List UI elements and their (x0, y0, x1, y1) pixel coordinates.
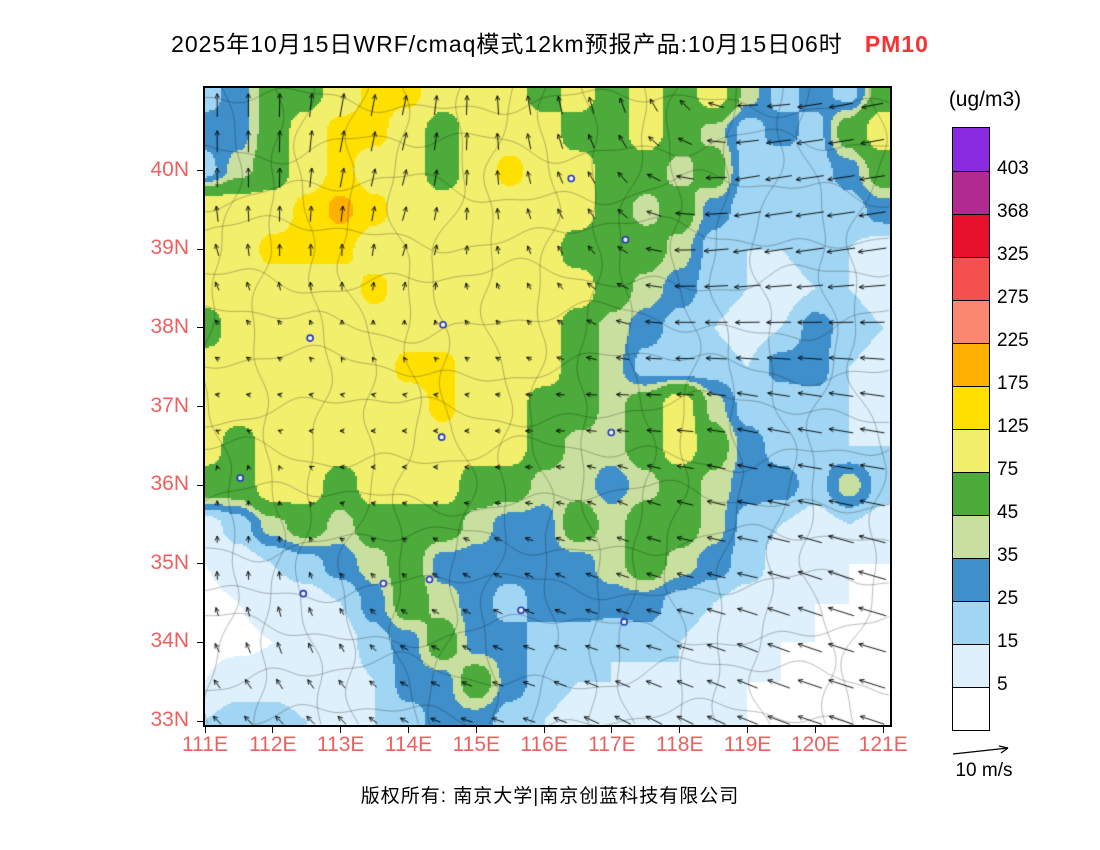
lon-axis-label: 116E (520, 733, 568, 756)
lat-tick (197, 406, 203, 407)
copyright-footer: 版权所有: 南京大学|南京创蓝科技有限公司 (360, 786, 740, 807)
colorbar-label: 15 (997, 631, 1019, 652)
colorbar-segment (953, 558, 989, 601)
lon-tick (204, 727, 206, 733)
lon-tick (611, 727, 613, 733)
colorbar-segment (953, 429, 989, 472)
title-text: 2025年10月15日WRF/cmaq模式12km预报产品:10月15日06时 (171, 31, 843, 57)
lon-tick (882, 727, 884, 733)
lat-axis-label: 34N (150, 629, 189, 653)
lat-axis-label: 38N (150, 314, 189, 338)
colorbar (952, 127, 990, 731)
colorbar-label: 368 (997, 201, 1029, 222)
colorbar-label: 75 (997, 459, 1019, 480)
wind-reference-arrow (952, 745, 1009, 755)
lat-tick (197, 563, 203, 565)
figure-title: 2025年10月15日WRF/cmaq模式12km预报产品:10月15日06时 P… (0, 25, 1100, 59)
lon-axis-label: 121E (858, 733, 908, 756)
lon-tick (340, 727, 342, 733)
lat-tick (197, 170, 203, 172)
lon-axis-label: 120E (790, 733, 840, 756)
lon-axis-label: 112E (249, 733, 297, 756)
lon-axis-label: 119E (723, 733, 772, 756)
lon-axis-label: 115E (452, 733, 501, 756)
map-canvas (205, 88, 890, 725)
lon-tick (679, 727, 681, 733)
colorbar-label: 45 (997, 502, 1019, 523)
lon-axis-label: 114E (384, 733, 433, 756)
colorbar-segment (953, 128, 989, 171)
lat-tick (197, 484, 203, 486)
lon-tick (272, 727, 274, 733)
colorbar-label: 125 (997, 416, 1029, 437)
colorbar-label: 275 (997, 287, 1029, 308)
colorbar-label: 403 (997, 158, 1029, 179)
colorbar-label: 325 (997, 244, 1029, 265)
lat-tick (197, 720, 203, 722)
title-pollutant: PM10 (864, 31, 929, 57)
colorbar-label: 5 (997, 674, 1008, 695)
lat-axis-label: 35N (150, 550, 189, 574)
wind-reference-label: 10 m/s (955, 760, 1013, 781)
lat-axis-label: 39N (150, 236, 189, 260)
lat-axis-label: 33N (150, 708, 189, 732)
colorbar-segment (953, 257, 989, 300)
colorbar-segment (953, 343, 989, 386)
colorbar-segment (953, 214, 989, 257)
colorbar-segment (953, 386, 989, 429)
lat-tick (197, 327, 203, 329)
lon-tick (543, 727, 545, 733)
colorbar-segment (953, 601, 989, 644)
colorbar-segment (953, 300, 989, 343)
colorbar-segment (953, 644, 989, 687)
lat-axis-label: 36N (150, 472, 189, 496)
colorbar-label: 175 (997, 373, 1029, 394)
colorbar-segment (953, 515, 989, 558)
lon-tick (747, 727, 749, 733)
lon-axis-label: 113E (316, 733, 365, 756)
colorbar-label: 225 (997, 330, 1029, 351)
lat-axis-label: 37N (150, 393, 189, 417)
lon-tick (407, 727, 409, 733)
lat-tick (197, 641, 203, 643)
colorbar-segment (953, 472, 989, 515)
colorbar-label: 35 (997, 545, 1019, 566)
lat-tick (197, 248, 203, 250)
lon-tick (475, 727, 477, 733)
lon-axis-label: 118E (656, 733, 704, 756)
colorbar-segment (953, 171, 989, 214)
colorbar-label: 25 (997, 588, 1019, 609)
lon-tick (814, 727, 816, 733)
lat-axis-label: 40N (150, 157, 189, 181)
lon-axis-label: 117E (588, 733, 636, 756)
map-plot (203, 86, 892, 727)
lon-axis-label: 111E (182, 733, 228, 756)
colorbar-segment (953, 687, 989, 730)
colorbar-unit-label: (ug/m3) (948, 88, 1022, 111)
